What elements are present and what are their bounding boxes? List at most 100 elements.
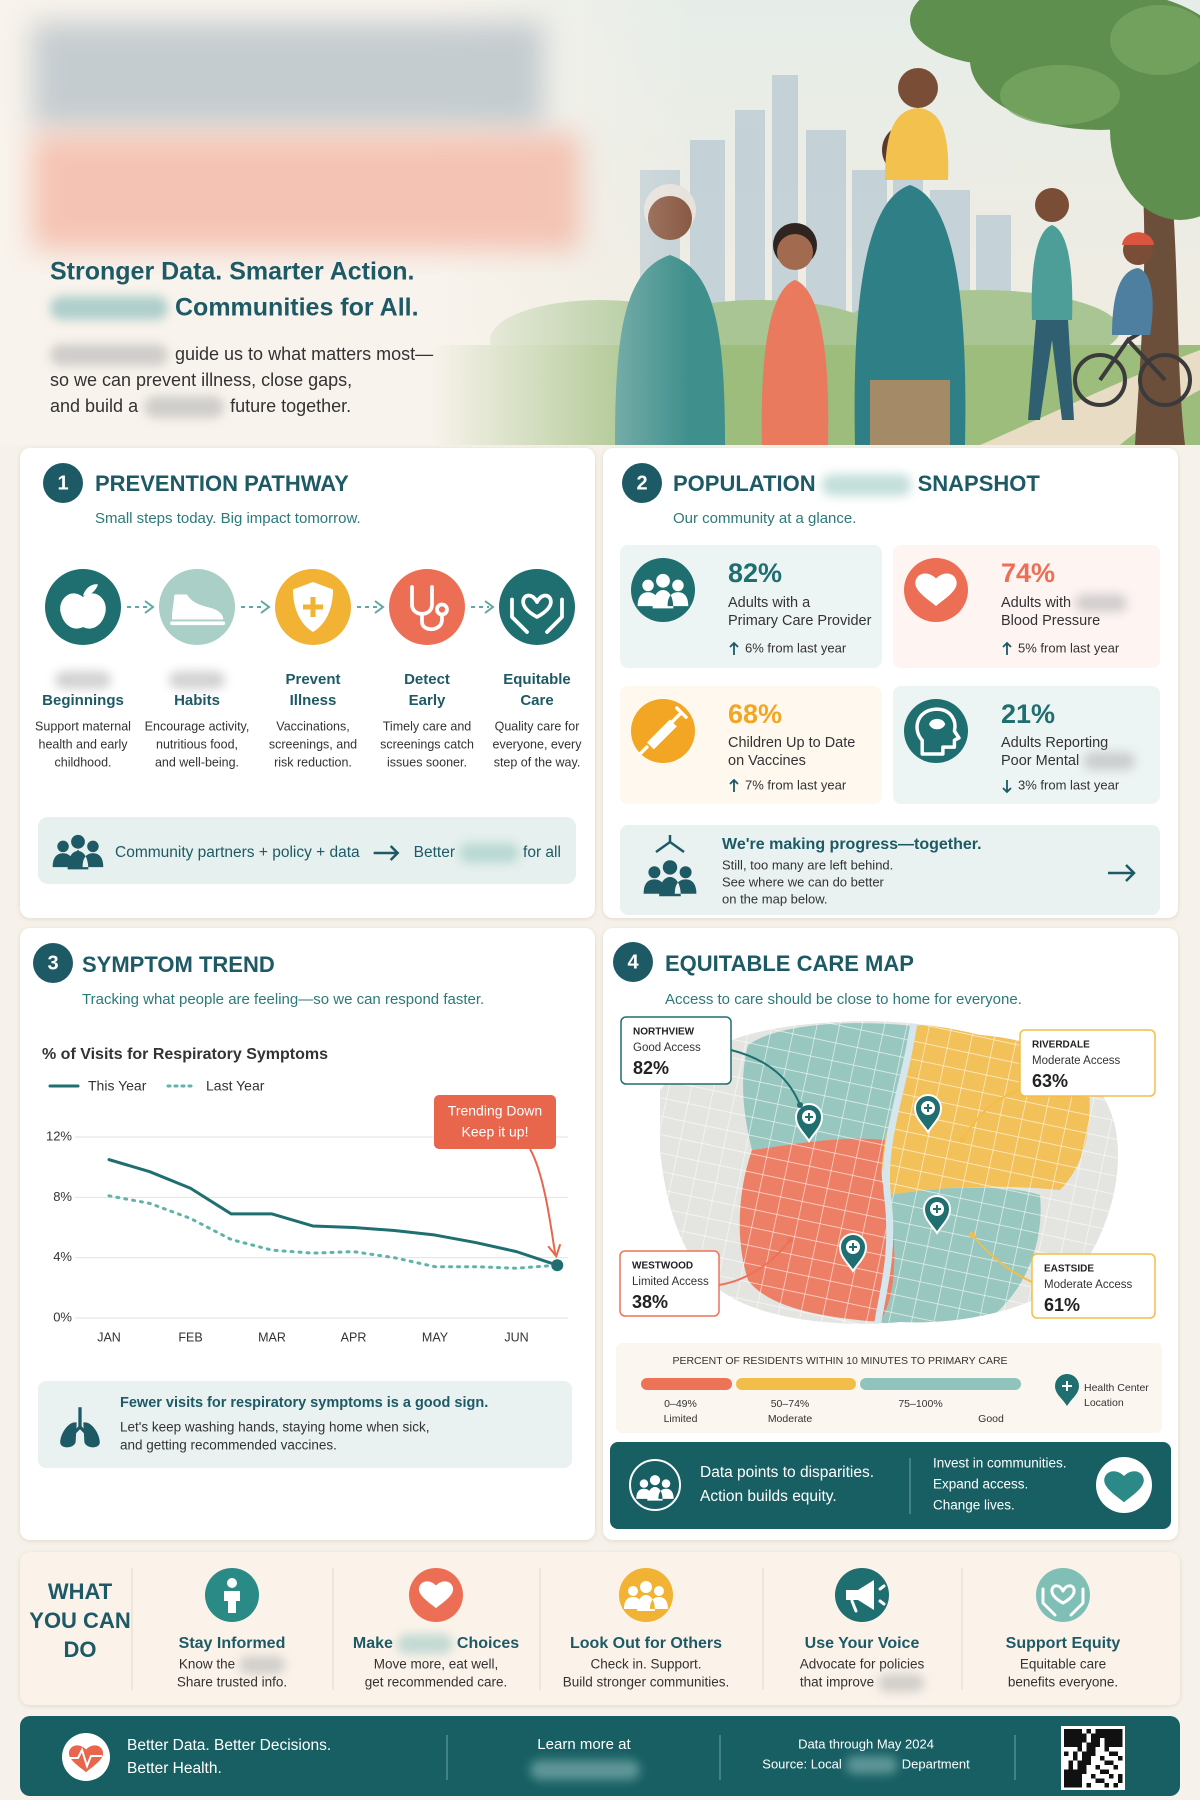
legend-title: PERCENT OF RESIDENTS WITHIN 10 MINUTES T… bbox=[672, 1355, 1007, 1367]
qr-module bbox=[1064, 1729, 1069, 1734]
section-number: 3 bbox=[47, 952, 58, 974]
area-value: 61% bbox=[1044, 1295, 1080, 1315]
blurred-heading bbox=[32, 22, 544, 128]
decoration bbox=[898, 68, 938, 108]
action-description: get recommended care. bbox=[365, 1675, 508, 1690]
progress-arrow bbox=[1108, 864, 1136, 882]
annotation-arrow bbox=[529, 1148, 557, 1255]
qr-module bbox=[1068, 1742, 1073, 1747]
blurred-text bbox=[845, 1756, 898, 1774]
action-description: Share trusted info. bbox=[177, 1675, 287, 1690]
icon-part bbox=[52, 851, 104, 870]
qr-module bbox=[1077, 1760, 1082, 1765]
qr-module bbox=[1118, 1778, 1123, 1783]
qr-module bbox=[1109, 1738, 1114, 1743]
qr-module bbox=[1095, 1733, 1100, 1738]
progress-icon-arrows bbox=[655, 835, 685, 854]
footer-tagline: Better Health. bbox=[127, 1760, 222, 1777]
qr-module bbox=[1077, 1765, 1082, 1770]
section-number-badge bbox=[33, 943, 73, 983]
icon-part bbox=[679, 866, 692, 879]
decoration bbox=[1073, 353, 1127, 407]
icon bbox=[915, 573, 957, 607]
icon-part bbox=[662, 860, 678, 875]
icon-part bbox=[628, 1586, 638, 1596]
qr-module bbox=[1082, 1751, 1087, 1756]
qr-module bbox=[1095, 1729, 1100, 1734]
footer-pulse bbox=[70, 1747, 102, 1769]
qr-module bbox=[1073, 1742, 1078, 1747]
icon-part bbox=[643, 877, 697, 897]
qr-module bbox=[1068, 1733, 1073, 1738]
qr-module bbox=[1091, 1742, 1096, 1747]
stat-label: Adults Reporting bbox=[1001, 735, 1108, 751]
qr-module bbox=[1073, 1756, 1078, 1761]
icon-part bbox=[83, 584, 98, 596]
action-title: Stay Informed bbox=[179, 1635, 286, 1652]
qr-module bbox=[1082, 1769, 1087, 1774]
qr-module bbox=[1109, 1751, 1114, 1756]
qr-module bbox=[1064, 1774, 1069, 1779]
legend-label: Moderate bbox=[768, 1413, 813, 1425]
step-description: Support maternal bbox=[35, 719, 131, 733]
step-description: Quality care for bbox=[495, 719, 580, 733]
stat-label: Blood Pressure bbox=[1001, 613, 1100, 629]
banner-text: Change lives. bbox=[933, 1498, 1015, 1513]
icon bbox=[170, 594, 226, 626]
section-subtitle: Small steps today. Big impact tomorrow. bbox=[95, 510, 361, 527]
icon bbox=[293, 582, 333, 632]
qr-module bbox=[1086, 1742, 1091, 1747]
area-access: Moderate Access bbox=[1044, 1279, 1132, 1291]
icon-part bbox=[418, 1581, 454, 1609]
area-name: RIVERDALE bbox=[1032, 1040, 1090, 1051]
icon-part bbox=[654, 1586, 664, 1596]
stat-value: 74% bbox=[1001, 558, 1055, 588]
qr-module bbox=[1104, 1760, 1109, 1765]
banner-arrow bbox=[373, 845, 400, 861]
legend-pin-plus bbox=[1062, 1381, 1072, 1391]
y-tick-label: 0% bbox=[53, 1309, 72, 1324]
qr-module bbox=[1104, 1769, 1109, 1774]
legend-bar bbox=[641, 1378, 732, 1390]
leader-dot bbox=[787, 1237, 793, 1243]
icon-part bbox=[60, 1422, 100, 1448]
area-access: Moderate Access bbox=[1032, 1055, 1120, 1067]
step-description: screenings, and bbox=[269, 737, 357, 751]
stat-change: 3% from last year bbox=[1018, 777, 1120, 792]
decoration bbox=[777, 234, 813, 270]
decoration bbox=[1122, 232, 1154, 245]
callout-body: Let's keep washing hands, staying home w… bbox=[120, 1420, 430, 1435]
icon-part bbox=[850, 1584, 886, 1613]
section-title: PREVENTION PATHWAY bbox=[95, 471, 349, 496]
step-description: step of the way. bbox=[494, 755, 581, 769]
qr-module bbox=[1118, 1738, 1123, 1743]
section-title: POPULATION bbox=[673, 471, 816, 496]
step-description: health and early bbox=[39, 737, 129, 751]
blurred-text bbox=[239, 1656, 286, 1674]
decoration bbox=[1110, 5, 1200, 75]
icon-part bbox=[648, 866, 661, 879]
stat-label: on Vaccines bbox=[728, 753, 806, 769]
footer-source: Department bbox=[902, 1756, 970, 1771]
banner-text: for all bbox=[523, 844, 561, 861]
x-tick-label: JAN bbox=[97, 1330, 121, 1344]
legend-label: Good bbox=[978, 1413, 1004, 1425]
qr-module bbox=[1100, 1756, 1105, 1761]
footer-data-date: Data through May 2024 bbox=[798, 1736, 934, 1751]
qr-module bbox=[1068, 1783, 1073, 1788]
y-tick-label: 4% bbox=[53, 1249, 72, 1264]
section-number: 2 bbox=[636, 472, 647, 494]
icon bbox=[410, 585, 449, 632]
icon-part bbox=[646, 719, 677, 750]
step-arrowhead bbox=[374, 600, 385, 614]
stat-value: 68% bbox=[728, 699, 782, 729]
area-name: EASTSIDE bbox=[1044, 1264, 1094, 1275]
qr-module bbox=[1077, 1729, 1082, 1734]
qr-module bbox=[1068, 1769, 1073, 1774]
qr-module bbox=[1113, 1783, 1118, 1788]
qr-module bbox=[1068, 1760, 1073, 1765]
step-label: Illness bbox=[290, 692, 337, 709]
leader-dot bbox=[969, 1232, 975, 1238]
qr-module bbox=[1077, 1742, 1082, 1747]
